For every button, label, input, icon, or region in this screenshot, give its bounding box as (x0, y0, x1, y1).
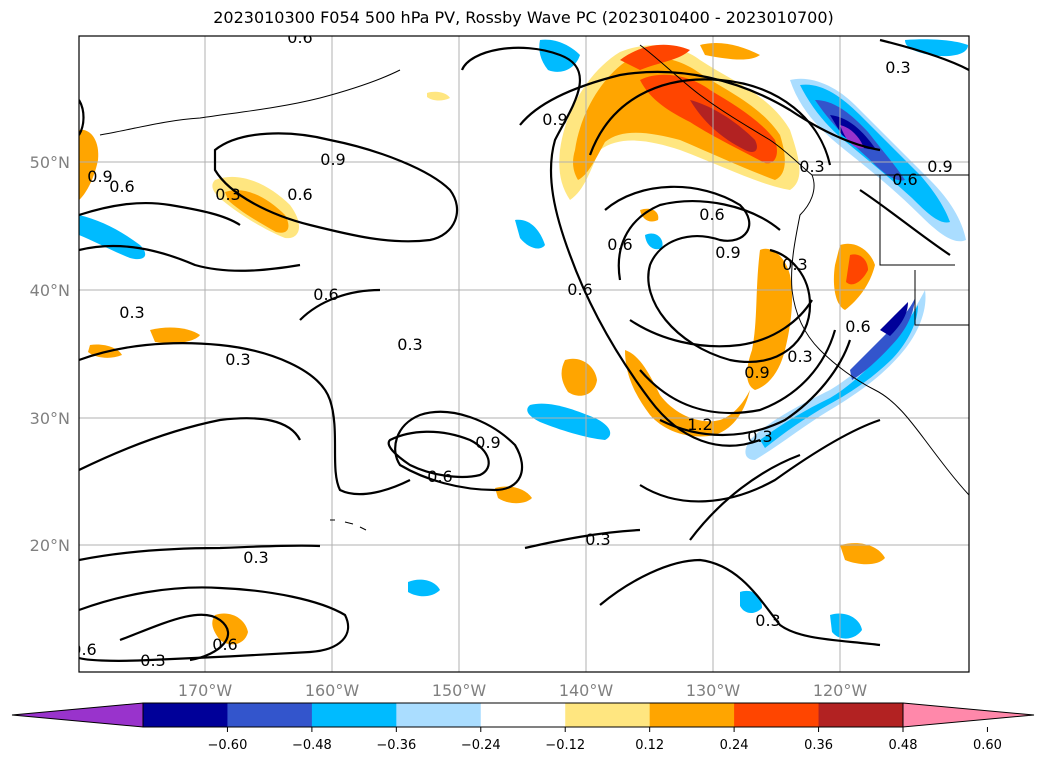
map-frame (78, 35, 970, 673)
contour-label: 1.2 (687, 415, 712, 434)
lon-label: 170°W (178, 681, 233, 700)
contour-label: 0.6 (71, 640, 96, 659)
colorbar-tick-label: −0.60 (208, 738, 248, 753)
contour-label: 0.3 (397, 335, 422, 354)
contour-label: 0.6 (699, 205, 724, 224)
contour-label: 0.6 (287, 185, 312, 204)
contour-label: 0.3 (755, 611, 780, 630)
contour-label: 0.9 (320, 150, 345, 169)
colorbar-segment (649, 703, 735, 727)
contour-label: 0.3 (585, 530, 610, 549)
contour-label: 0.6 (567, 280, 592, 299)
contour-label: 0.3 (885, 58, 910, 77)
contour-label: 0.3 (787, 347, 812, 366)
colorbar-extend-min (11, 702, 144, 728)
contour-label: 0.3 (140, 651, 165, 670)
colorbar-tick-label: 0.24 (720, 738, 749, 753)
contour-label: 0.6 (287, 28, 312, 47)
graticule (79, 36, 969, 672)
colorbar-segment (480, 703, 566, 727)
contour-label: 0.6 (313, 285, 338, 304)
colorbar-tick-label: 0.36 (804, 738, 833, 753)
contour-label: 0.6 (607, 235, 632, 254)
shaded-pc-field (79, 39, 968, 645)
colorbar-segment (734, 703, 820, 727)
contour-label: 0.9 (744, 363, 769, 382)
contour-label: 0.6 (427, 467, 452, 486)
contour-labels: 0.9 0.3 0.6 0.9 0.6 0.3 0.6 0.3 0.9 0.6 … (71, 28, 953, 670)
lon-label: 150°W (432, 681, 487, 700)
colorbar-tick-label: 0.12 (635, 738, 664, 753)
contour-label: 0.9 (715, 243, 740, 262)
colorbar-segment (396, 703, 482, 727)
contour-label: 0.3 (243, 548, 268, 567)
map-title: 2023010300 F054 500 hPa PV, Rossby Wave … (213, 8, 834, 27)
contour-label: 0.6 (109, 177, 134, 196)
contour-label: 0.6 (845, 317, 870, 336)
colorbar-segment (227, 703, 313, 727)
lon-label: 140°W (559, 681, 614, 700)
contour-label: 0.6 (212, 635, 237, 654)
colorbar-frame (142, 702, 904, 728)
colorbar: −0.60 −0.48 −0.36 −0.24 −0.12 0.12 0.24 0.36 0.4… (11, 702, 1035, 753)
lat-label: 30°N (30, 409, 70, 428)
contour-label: 0.3 (747, 427, 772, 446)
contour-label: 0.9 (927, 157, 952, 176)
colorbar-segment (818, 703, 904, 727)
longitude-labels: 170°W 160°W 150°W 140°W 130°W 120°W (178, 681, 868, 700)
contour-label: 0.3 (782, 255, 807, 274)
colorbar-segment (143, 703, 228, 727)
colorbar-tick-label: −0.36 (376, 738, 416, 753)
colorbar-segment (565, 703, 651, 727)
colorbar-segment (311, 703, 397, 727)
contour-label: 0.9 (87, 167, 112, 186)
colorbar-tick-label: 0.48 (889, 738, 918, 753)
contour-label: 0.3 (119, 303, 144, 322)
contour-label: 0.9 (475, 433, 500, 452)
contour-label: 0.6 (892, 170, 917, 189)
lat-label: 20°N (30, 536, 70, 555)
lat-label: 40°N (30, 281, 70, 300)
latitude-labels: 50°N 40°N 30°N 20°N (30, 153, 70, 555)
colorbar-tick-label: −0.12 (545, 738, 585, 753)
contour-label: 0.3 (225, 350, 250, 369)
lon-label: 120°W (813, 681, 868, 700)
colorbar-extend-max (902, 702, 1035, 728)
lat-label: 50°N (30, 153, 70, 172)
colorbar-tick-label: 0.60 (973, 738, 1002, 753)
contour-label: 0.9 (542, 110, 567, 129)
contour-label: 0.3 (215, 185, 240, 204)
colorbar-tick-label: −0.24 (461, 738, 501, 753)
lon-label: 160°W (305, 681, 360, 700)
pv-contours (79, 38, 969, 662)
lon-label: 130°W (686, 681, 741, 700)
colorbar-tick-label: −0.48 (292, 738, 332, 753)
contour-label: 0.3 (799, 157, 824, 176)
